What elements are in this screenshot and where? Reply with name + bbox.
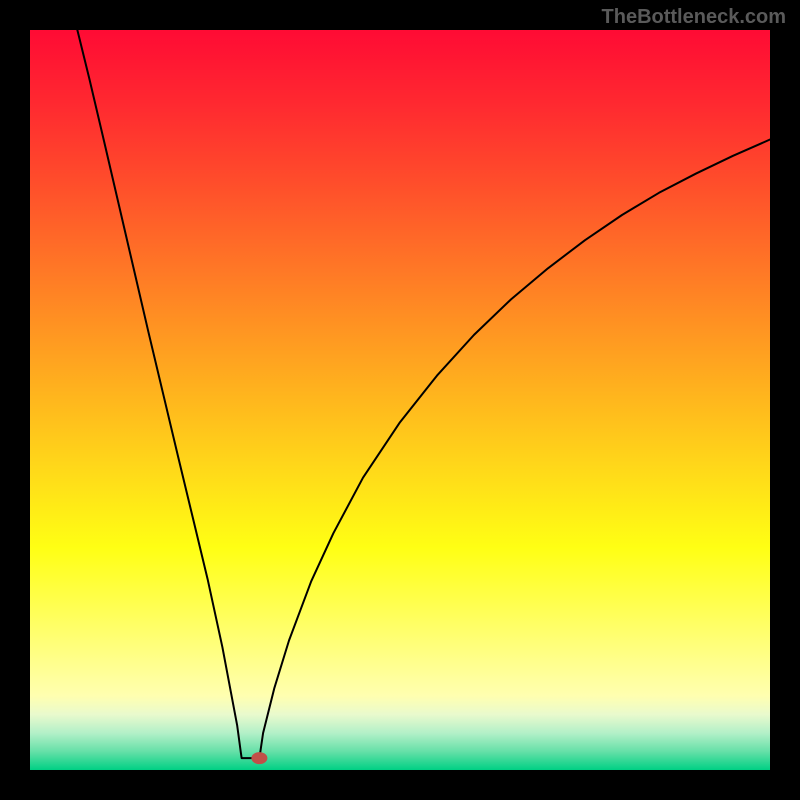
chart-container: TheBottleneck.com (0, 0, 800, 800)
bottleneck-chart (0, 0, 800, 800)
watermark-text: TheBottleneck.com (602, 6, 786, 29)
optimal-marker (251, 752, 267, 764)
gradient-background (30, 30, 770, 770)
